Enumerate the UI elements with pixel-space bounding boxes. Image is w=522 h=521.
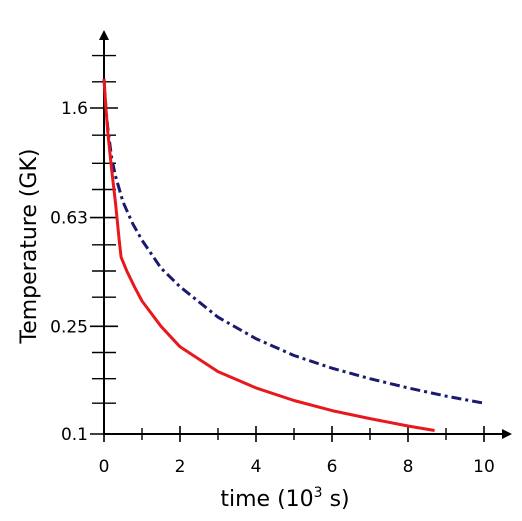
x-tick-label: 4 — [251, 457, 262, 477]
axes — [99, 30, 512, 439]
y-tick-label: 0.1 — [61, 425, 88, 445]
y-tick-label: 0.25 — [50, 317, 88, 337]
tick-labels: 0 2 4 6 8 10 0.1 0.25 0.63 1.6 — [50, 99, 495, 477]
x-tick-label: 6 — [327, 457, 338, 477]
series-line-1 — [102, 78, 485, 405]
x-axis-arrow — [502, 429, 512, 439]
x-tick-label: 8 — [403, 457, 414, 477]
y-axis-title: Temperature (GK) — [17, 149, 42, 345]
x-tick-label: 0 — [99, 457, 110, 477]
y-tick-label: 0.63 — [50, 209, 88, 229]
ticks — [90, 54, 485, 442]
y-tick-label: 1.6 — [61, 99, 88, 119]
y-axis-arrow — [99, 30, 109, 40]
series-group — [102, 78, 485, 432]
x-tick-label: 2 — [175, 457, 186, 477]
series-line-2 — [102, 78, 435, 432]
x-axis-title: time (103 s) — [220, 485, 349, 512]
x-tick-label: 10 — [473, 457, 495, 477]
